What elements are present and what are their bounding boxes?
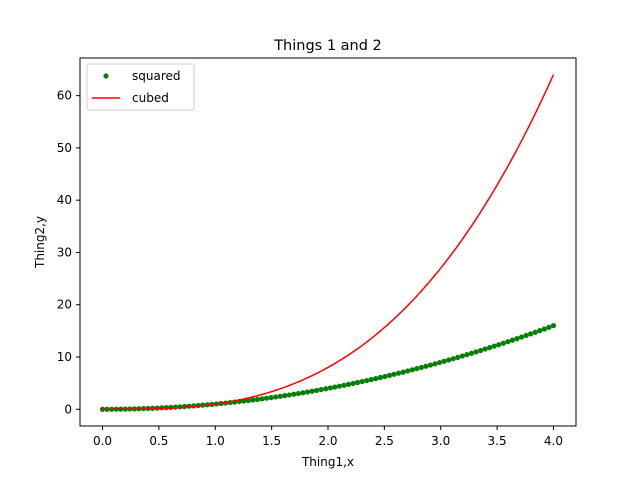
chart-title: Things 1 and 2	[273, 38, 382, 54]
data-point-squared	[386, 372, 393, 378]
data-point-squared	[505, 339, 511, 345]
data-point-squared	[391, 371, 397, 377]
data-point-squared	[350, 380, 356, 387]
data-point-squared	[263, 395, 270, 401]
y-tick-label: 50	[57, 141, 72, 155]
data-point-squared	[409, 367, 415, 373]
data-point-squared	[491, 343, 497, 349]
series-squared	[99, 323, 557, 412]
data-point-squared	[295, 390, 301, 397]
x-axis-label: Thing1,x	[301, 455, 354, 469]
data-point-squared	[368, 376, 374, 383]
x-tick-label: 3.0	[431, 434, 450, 448]
data-point-squared	[259, 396, 265, 402]
data-point-squared	[359, 378, 365, 385]
data-point-squared	[414, 366, 420, 372]
data-point-squared	[300, 390, 306, 396]
y-axis-label: Thing2,y	[33, 216, 47, 269]
legend-marker-squared	[103, 73, 109, 79]
y-tick-label: 60	[57, 89, 72, 103]
x-tick-label: 0.5	[149, 434, 168, 448]
legend-label-cubed: cubed	[132, 91, 169, 105]
y-tick-label: 20	[57, 298, 72, 312]
data-point-squared	[373, 375, 379, 382]
data-point-squared	[459, 353, 465, 359]
x-tick-label: 3.5	[488, 434, 507, 448]
data-point-squared	[546, 324, 552, 330]
data-point-squared	[509, 337, 516, 343]
data-point-squared	[441, 358, 447, 364]
data-point-squared	[487, 345, 493, 351]
x-tick-label: 2.0	[318, 434, 337, 448]
data-point-squared	[473, 349, 479, 355]
data-point-squared	[377, 374, 383, 381]
data-point-squared	[423, 363, 429, 369]
data-point-squared	[364, 377, 370, 384]
data-point-squared	[336, 383, 342, 389]
data-point-squared	[464, 352, 470, 358]
x-tick-label: 2.5	[375, 434, 394, 448]
data-point-squared	[318, 387, 324, 393]
y-tick-label: 30	[57, 245, 72, 259]
data-point-squared	[500, 340, 506, 346]
y-tick-label: 40	[57, 193, 72, 207]
data-point-squared	[277, 393, 283, 399]
data-point-squared	[514, 336, 520, 342]
x-tick-label: 1.5	[262, 434, 281, 448]
data-point-squared	[355, 379, 361, 386]
data-point-squared	[532, 329, 538, 335]
data-point-squared	[245, 397, 251, 404]
data-point-squared	[518, 334, 525, 340]
data-point-squared	[541, 326, 547, 332]
series-line-cubed	[102, 74, 555, 411]
data-point-squared	[418, 364, 424, 371]
data-point-squared	[427, 362, 434, 368]
data-point-squared	[309, 388, 315, 394]
data-point-squared	[528, 331, 534, 337]
x-tick-label: 4.0	[544, 434, 563, 448]
data-point-squared	[332, 384, 338, 390]
data-point-squared	[286, 392, 292, 398]
data-point-squared	[446, 357, 452, 363]
x-tick-label: 1.0	[206, 434, 225, 448]
data-point-squared	[436, 359, 443, 366]
data-point-squared	[550, 323, 557, 329]
data-point-squared	[291, 391, 297, 397]
data-point-squared	[396, 370, 402, 376]
data-point-squared	[477, 347, 484, 354]
y-tick-label: 0	[64, 402, 72, 416]
data-point-squared	[345, 381, 352, 387]
x-axis: 0.0 0.5 1.0 1.5 2.0 2.5 3.0 3.5 4.0	[93, 426, 563, 448]
data-point-squared	[268, 394, 274, 401]
data-point-squared	[523, 332, 529, 339]
data-point-squared	[432, 361, 438, 367]
data-point-squared	[482, 346, 488, 352]
data-point-squared	[323, 386, 329, 392]
data-point-squared	[382, 373, 388, 380]
data-point-squared	[304, 389, 311, 395]
legend: squared cubed	[86, 63, 195, 111]
y-axis: 0 10 20 30 40 50 60	[57, 89, 80, 416]
data-point-squared	[327, 385, 333, 391]
data-point-squared	[496, 342, 502, 348]
data-point-squared	[455, 354, 461, 360]
y-tick-label: 10	[57, 350, 72, 364]
legend-label-squared: squared	[132, 69, 181, 83]
data-point-squared	[341, 382, 347, 388]
data-point-squared	[250, 397, 256, 403]
data-point-squared	[537, 328, 543, 334]
data-point-squared	[468, 350, 475, 356]
data-point-squared	[314, 387, 320, 394]
data-point-squared	[282, 393, 288, 399]
data-point-squared	[273, 394, 279, 400]
data-point-squared	[450, 356, 456, 362]
x-tick-label: 0.0	[93, 434, 112, 448]
data-point-squared	[254, 396, 260, 403]
data-point-squared	[405, 368, 411, 374]
series-layer	[99, 74, 557, 412]
data-point-squared	[400, 369, 406, 375]
